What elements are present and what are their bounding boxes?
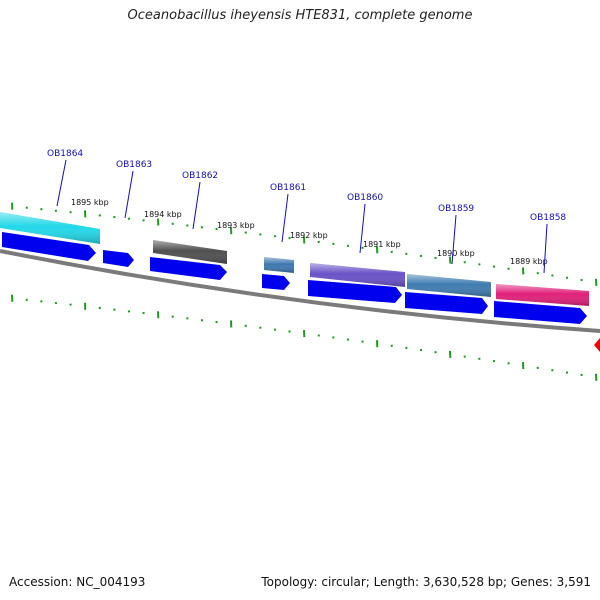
genome-summary: Topology: circular; Length: 3,630,528 bp…	[261, 575, 591, 589]
kbp-ticks-upper	[11, 202, 598, 286]
kbp-label: 1895 kbp	[71, 198, 109, 207]
gene-label-ob1864[interactable]: OB1864	[47, 149, 83, 159]
accession-label: Accession: NC_004193	[9, 575, 146, 589]
cds-arrow-ob1863[interactable]	[103, 250, 134, 267]
kbp-label: 1890 kbp	[437, 249, 475, 258]
gene-label-ob1859[interactable]: OB1859	[438, 204, 474, 214]
cds-arrow-ob1860[interactable]	[308, 280, 402, 303]
cds-arrow-ob1862[interactable]	[150, 257, 227, 280]
gene-label-ob1863[interactable]: OB1863	[116, 160, 152, 170]
gene-label-ob1862[interactable]: OB1862	[182, 171, 218, 181]
gene-features	[0, 212, 589, 306]
cds-arrows	[2, 232, 587, 324]
gene-label-ob1858[interactable]: OB1858	[530, 213, 566, 223]
gene-label-ob1860[interactable]: OB1860	[347, 193, 383, 203]
cds-arrow-ob1864[interactable]	[2, 232, 96, 261]
cds-arrow-ob1858[interactable]	[494, 301, 587, 324]
feature-marker[interactable]	[594, 338, 600, 352]
kbp-label: 1894 kbp	[144, 210, 182, 219]
kbp-label: 1891 kbp	[363, 240, 401, 249]
gene-label-ob1861[interactable]: OB1861	[270, 183, 306, 193]
kbp-label: 1889 kbp	[510, 257, 548, 266]
kbp-ticks-lower	[11, 294, 598, 381]
kbp-labels: 1895 kbp 1894 kbp 1893 kbp 1892 kbp 1891…	[71, 198, 548, 266]
kbp-label: 1892 kbp	[290, 231, 328, 240]
cds-arrow-ob1859[interactable]	[405, 292, 488, 314]
genome-backbone	[0, 249, 600, 333]
cds-arrow-ob1861[interactable]	[262, 274, 290, 290]
gene-labels: OB1864 OB1863 OB1862 OB1861 OB1860 OB185…	[47, 149, 566, 274]
map-title: Oceanobacillus iheyensis HTE831, complet…	[127, 8, 473, 23]
kbp-label: 1893 kbp	[217, 221, 255, 230]
